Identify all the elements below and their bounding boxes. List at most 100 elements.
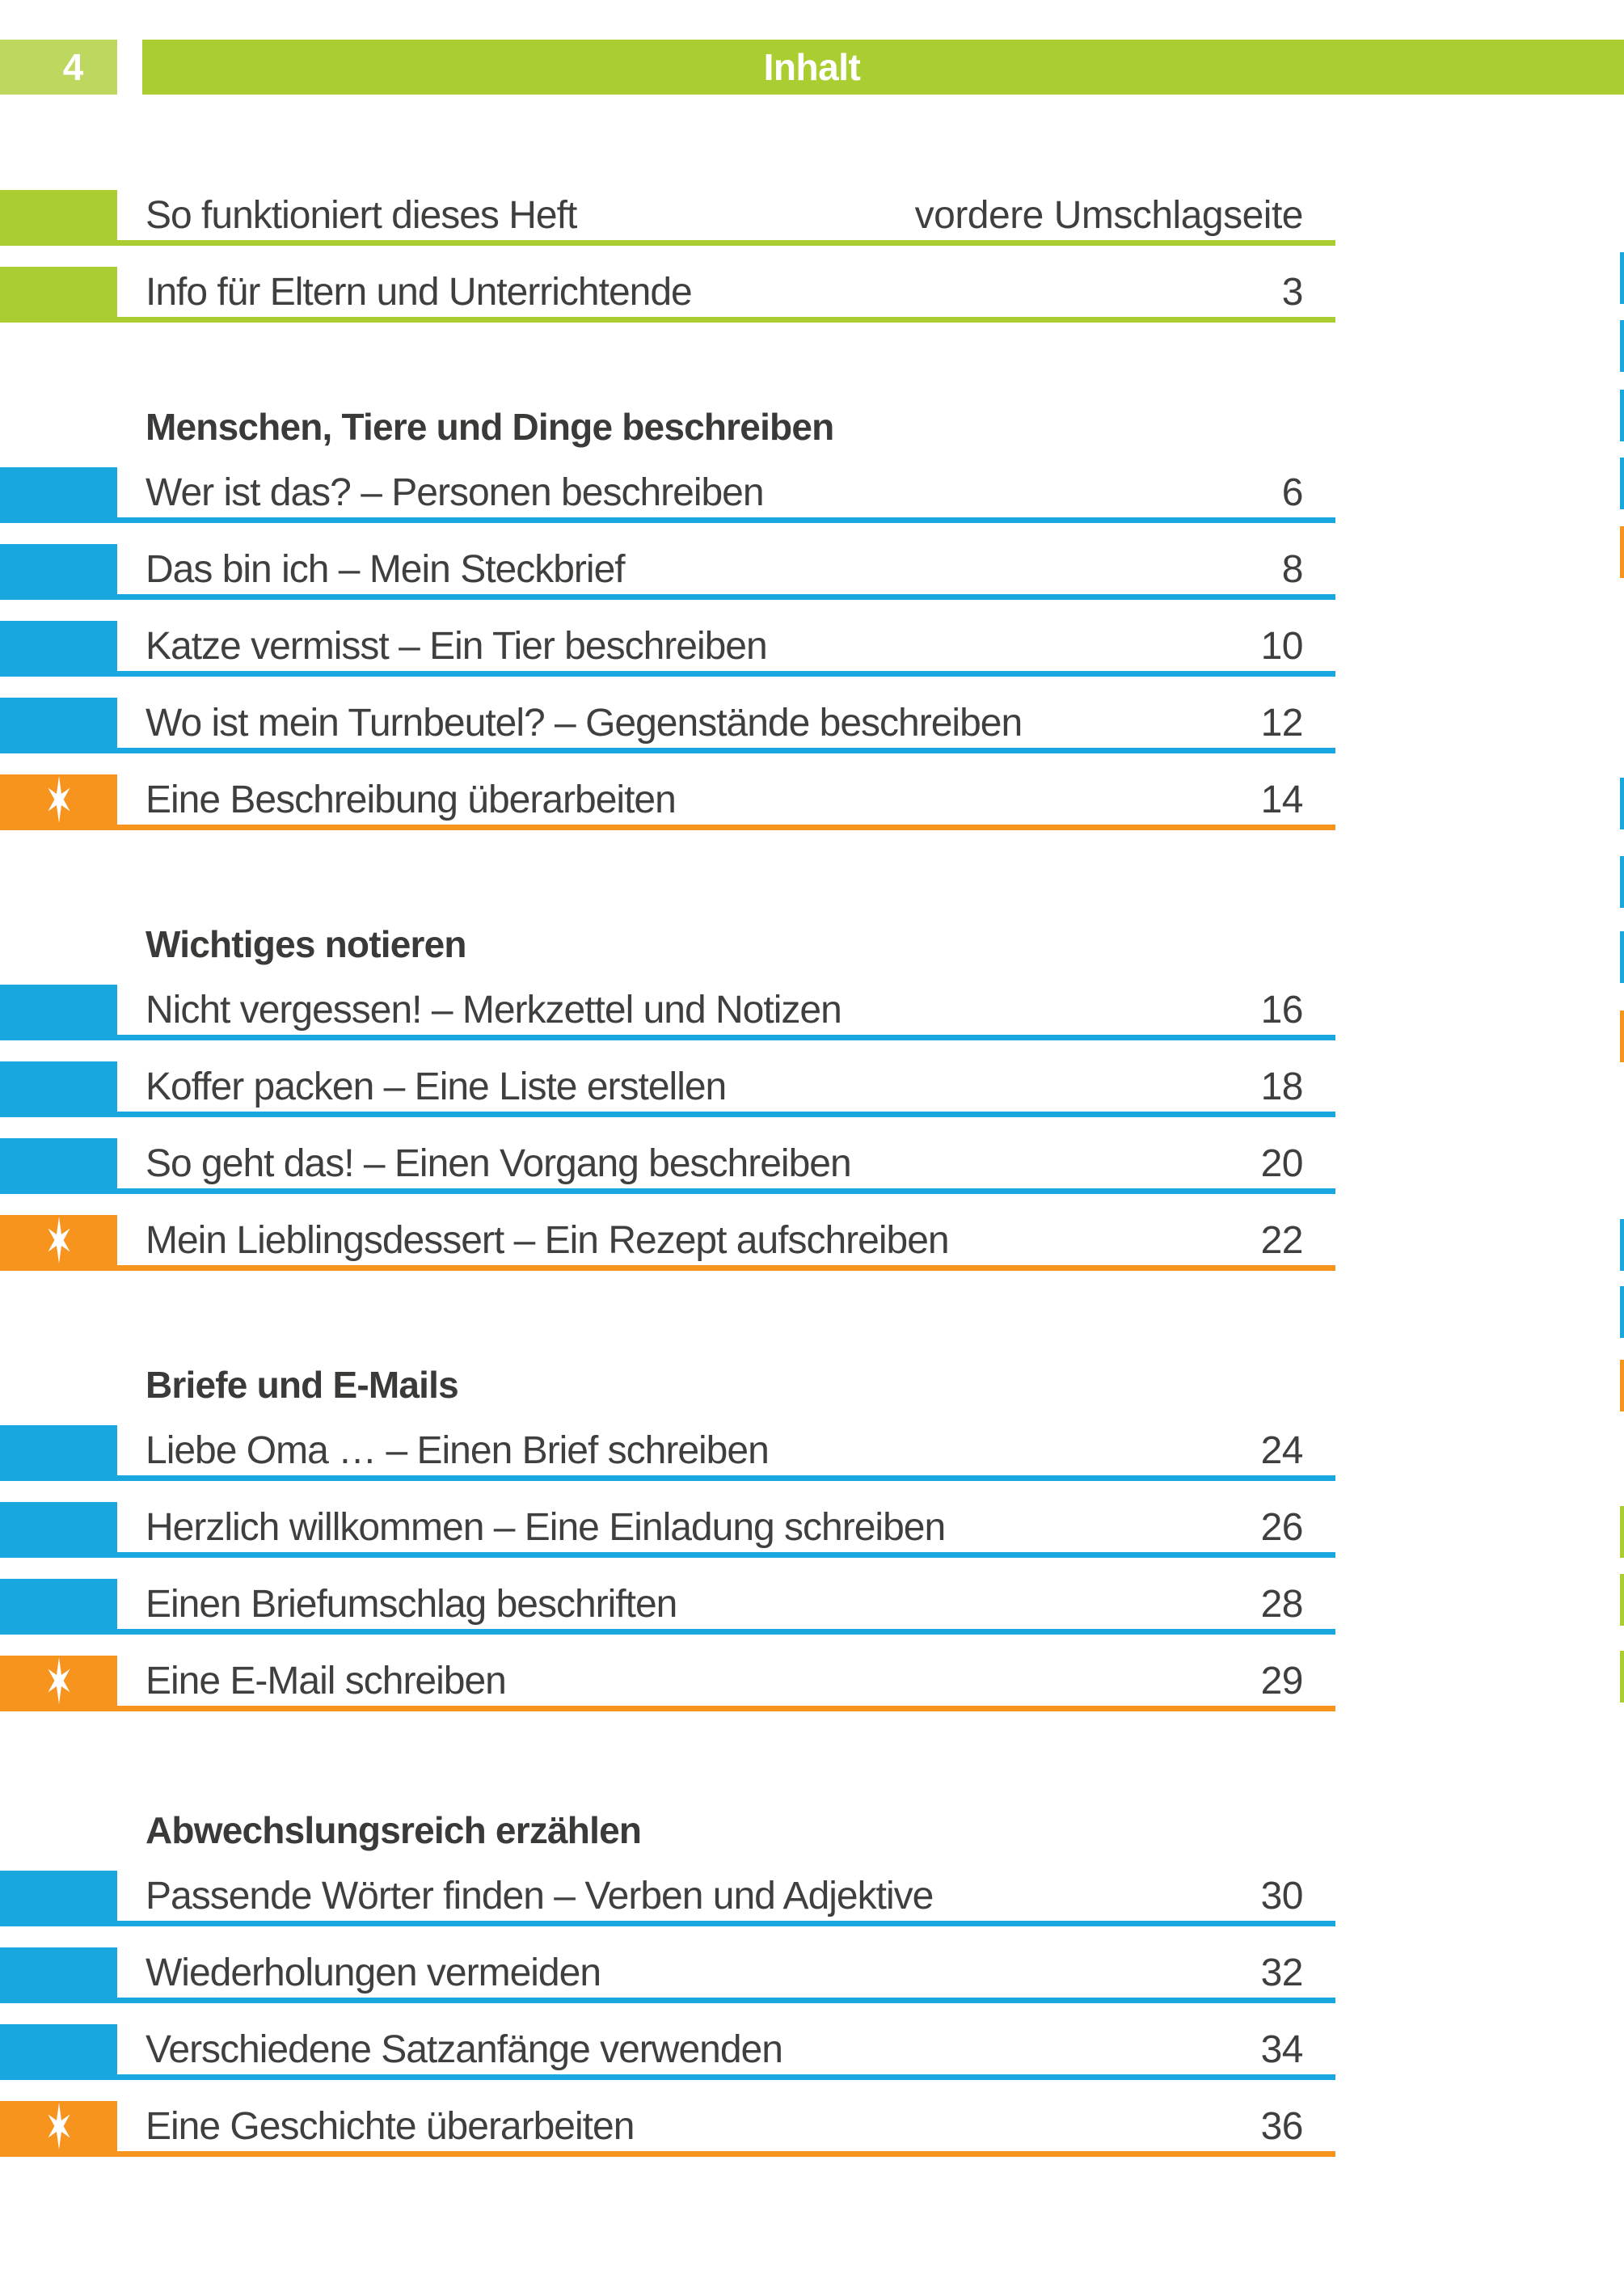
toc-row-starred: Eine Geschichte überarbeiten 36 xyxy=(0,2101,1624,2157)
row-page-ref: 14 xyxy=(1260,778,1304,821)
toc-row: Wo ist mein Turnbeutel? – Gegenstände be… xyxy=(0,698,1624,753)
toc-row: Liebe Oma … – Einen Brief schreiben 24 xyxy=(0,1425,1624,1481)
row-color-block xyxy=(0,2101,117,2151)
row-color-block xyxy=(0,1215,117,1265)
toc-row-starred: Eine Beschreibung überarbeiten 14 xyxy=(0,774,1624,830)
section-heading: Wichtiges notieren xyxy=(146,923,466,965)
star-icon xyxy=(47,2102,70,2150)
row-page-ref: 6 xyxy=(1281,470,1304,514)
row-underline xyxy=(0,2074,1335,2080)
toc-row: Nicht vergessen! – Merkzettel und Notize… xyxy=(0,985,1624,1040)
row-color-block xyxy=(0,467,117,517)
row-color-block xyxy=(0,985,117,1035)
row-title: Wer ist das? – Personen beschreiben xyxy=(146,470,765,514)
row-title: Koffer packen – Eine Liste erstellen xyxy=(146,1065,727,1108)
page-number: 4 xyxy=(62,46,84,88)
edge-register-tab-green xyxy=(1620,1651,1624,1702)
row-page-ref: 10 xyxy=(1260,624,1304,668)
edge-register-tab-blue xyxy=(1620,320,1624,372)
edge-register-tab-blue xyxy=(1620,931,1624,983)
edge-register-tab-blue xyxy=(1620,390,1624,441)
row-page-ref: 32 xyxy=(1260,1951,1304,1994)
toc-row: Info für Eltern und Unterrichtende 3 xyxy=(0,267,1624,323)
row-page-ref: 34 xyxy=(1260,2027,1304,2071)
row-title: Nicht vergessen! – Merkzettel und Notize… xyxy=(146,988,842,1032)
row-underline xyxy=(0,1706,1335,1711)
row-color-block xyxy=(0,267,117,317)
row-color-block xyxy=(0,621,117,671)
row-color-block xyxy=(0,774,117,825)
row-title: Eine E-Mail schreiben xyxy=(146,1659,507,1702)
row-page-ref: 8 xyxy=(1281,547,1304,591)
row-color-block xyxy=(0,1947,117,1998)
toc-row: Koffer packen – Eine Liste erstellen 18 xyxy=(0,1061,1624,1117)
toc-row-starred: Eine E-Mail schreiben 29 xyxy=(0,1656,1624,1711)
edge-register-tab-blue xyxy=(1620,1286,1624,1338)
toc-row: Das bin ich – Mein Steckbrief 8 xyxy=(0,544,1624,600)
toc-row: Herzlich willkommen – Eine Einladung sch… xyxy=(0,1502,1624,1558)
row-underline xyxy=(0,1998,1335,2003)
toc-row-starred: Mein Lieblingsdessert – Ein Rezept aufsc… xyxy=(0,1215,1624,1271)
edge-register-tab-green xyxy=(1620,1574,1624,1626)
row-color-block xyxy=(0,544,117,594)
row-underline xyxy=(0,1265,1335,1271)
section-heading: Menschen, Tiere und Dinge beschreiben xyxy=(146,406,834,448)
row-page-ref: 36 xyxy=(1260,2104,1304,2148)
row-underline xyxy=(0,671,1335,677)
edge-register-tab-blue xyxy=(1620,1219,1624,1271)
row-page-ref: 22 xyxy=(1260,1218,1304,1262)
row-underline xyxy=(0,2151,1335,2157)
edge-register-tab-blue xyxy=(1620,856,1624,908)
row-title: Einen Briefumschlag beschriften xyxy=(146,1582,677,1626)
row-title: Herzlich willkommen – Eine Einladung sch… xyxy=(146,1505,946,1549)
row-underline xyxy=(0,1112,1335,1117)
edge-register-tab-blue xyxy=(1620,778,1624,829)
row-page-ref: 12 xyxy=(1260,701,1304,745)
row-title: Wiederholungen vermeiden xyxy=(146,1951,601,1994)
row-underline xyxy=(0,1921,1335,1926)
row-underline xyxy=(0,240,1335,246)
edge-register-tab-green xyxy=(1620,1506,1624,1558)
row-color-block xyxy=(0,1579,117,1629)
star-icon xyxy=(47,1216,70,1264)
toc-row: So funktioniert dieses Heft vordere Umsch… xyxy=(0,190,1624,246)
row-title: Wo ist mein Turnbeutel? – Gegenstände be… xyxy=(146,701,1023,745)
row-title: Mein Lieblingsdessert – Ein Rezept aufsc… xyxy=(146,1218,950,1262)
row-color-block xyxy=(0,1425,117,1475)
row-color-block xyxy=(0,1502,117,1552)
row-title: Eine Geschichte überarbeiten xyxy=(146,2104,635,2148)
page-number-badge: 4 xyxy=(0,40,117,95)
row-color-block xyxy=(0,1871,117,1921)
row-page-ref: 20 xyxy=(1260,1141,1304,1185)
row-color-block xyxy=(0,2024,117,2074)
row-underline xyxy=(0,748,1335,753)
row-underline xyxy=(0,317,1335,323)
row-title: So geht das! – Einen Vorgang beschreiben xyxy=(146,1141,852,1185)
row-page-ref: 30 xyxy=(1260,1874,1304,1918)
row-page-ref: 24 xyxy=(1260,1428,1304,1472)
row-page-ref: vordere Umschlagseite xyxy=(914,193,1304,237)
row-page-ref: 29 xyxy=(1260,1659,1304,1702)
row-title: Passende Wörter finden – Verben und Adje… xyxy=(146,1874,934,1918)
header-bar xyxy=(142,40,1624,95)
toc-row: Wiederholungen vermeiden 32 xyxy=(0,1947,1624,2003)
edge-register-tab-blue xyxy=(1620,458,1624,509)
row-page-ref: 28 xyxy=(1260,1582,1304,1626)
section-heading: Briefe und E-Mails xyxy=(146,1364,459,1406)
row-title: Info für Eltern und Unterrichtende xyxy=(146,270,693,314)
row-underline xyxy=(0,1629,1335,1635)
row-underline xyxy=(0,1188,1335,1194)
row-underline xyxy=(0,1035,1335,1040)
toc-row: Passende Wörter finden – Verben und Adje… xyxy=(0,1871,1624,1926)
row-page-ref: 18 xyxy=(1260,1065,1304,1108)
row-underline xyxy=(0,1475,1335,1481)
row-title: Eine Beschreibung überarbeiten xyxy=(146,778,677,821)
edge-register-tab-orange xyxy=(1620,1010,1624,1062)
toc-row: Wer ist das? – Personen beschreiben 6 xyxy=(0,467,1624,523)
row-page-ref: 16 xyxy=(1260,988,1304,1032)
row-color-block xyxy=(0,698,117,748)
row-underline xyxy=(0,517,1335,523)
row-color-block xyxy=(0,1061,117,1112)
row-title: So funktioniert dieses Heft xyxy=(146,193,577,237)
star-icon xyxy=(47,1656,70,1705)
